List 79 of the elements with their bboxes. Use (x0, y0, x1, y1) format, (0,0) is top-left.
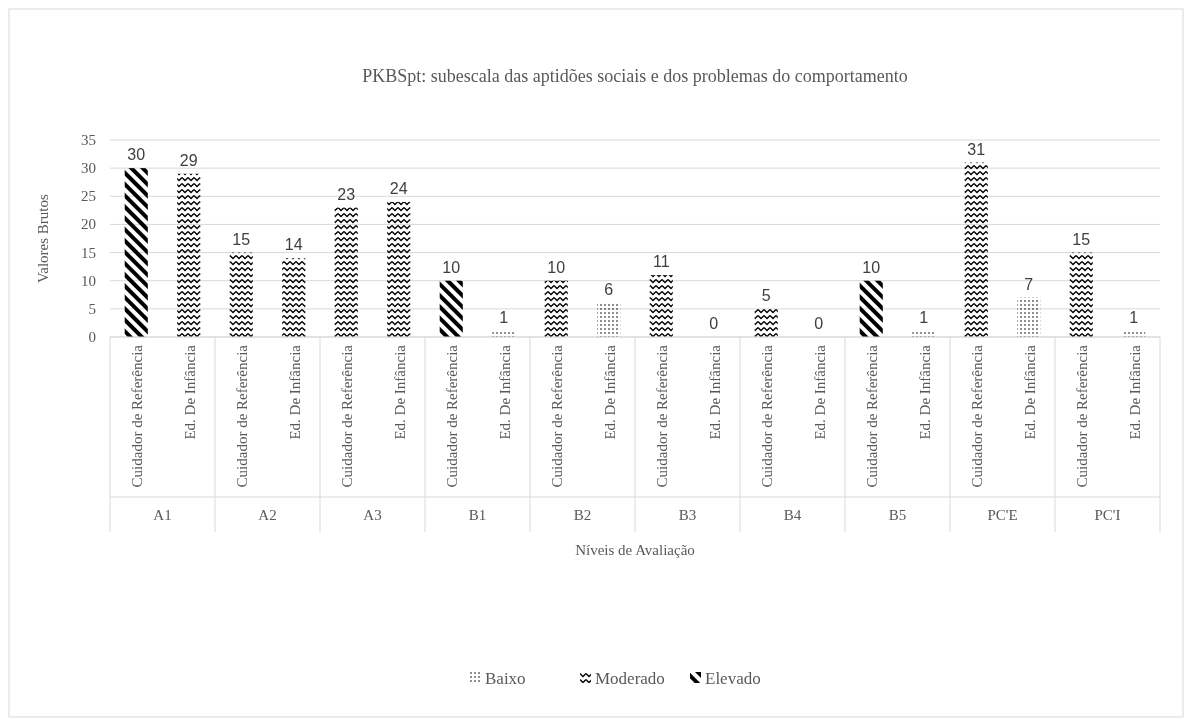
bar (964, 162, 988, 337)
x-tick-label: Cuidador de Referência (234, 344, 251, 488)
text: A2 (258, 507, 277, 523)
text: B1 (468, 507, 487, 523)
bar (282, 258, 306, 337)
bar (439, 280, 463, 337)
bar (177, 173, 201, 337)
y-tick-label: 20 (81, 216, 96, 233)
text: PC'E (987, 507, 1018, 523)
data-label: 11 (652, 253, 670, 271)
data-label: 10 (862, 258, 881, 276)
x-tick-label: Ed. De Infância (496, 344, 513, 440)
bar (1069, 252, 1093, 337)
x-tick-label: Cuidador de Referência (444, 344, 461, 488)
x-tick-label: Cuidador de Referência (1074, 344, 1091, 488)
data-label: 1 (499, 309, 509, 327)
data-label: 1 (1129, 309, 1139, 327)
bar (1017, 297, 1041, 337)
data-label: 0 (709, 315, 719, 332)
data-label: 10 (442, 258, 461, 276)
text: A1 (153, 507, 172, 523)
bar (387, 201, 411, 337)
data-label: 23 (337, 185, 356, 203)
y-tick-label: 35 (81, 132, 96, 148)
x-tick-label: Ed. De Infância (391, 344, 408, 440)
data-label: 30 (127, 146, 146, 164)
x-tick-label: Ed. De Infância (811, 344, 828, 440)
x-tick-label: Ed. De Infância (286, 344, 303, 440)
y-tick-label: 10 (81, 272, 96, 289)
bar (754, 308, 778, 337)
bar (649, 275, 673, 337)
x-tick-label: Ed. De Infância (181, 344, 198, 440)
bar (124, 168, 148, 337)
x-tick-label: Cuidador de Referência (339, 344, 356, 488)
data-label: 15 (232, 230, 251, 248)
x-tick-label: Ed. De Infância (601, 344, 618, 440)
x-tick-label: Cuidador de Referência (654, 344, 671, 488)
y-tick-label: 25 (81, 188, 96, 205)
data-label: 31 (967, 140, 986, 158)
data-label: 7 (1024, 275, 1034, 293)
x-tick-label: Cuidador de Referência (864, 344, 881, 488)
x-tick-label: Ed. De Infância (1126, 344, 1143, 440)
chart-title: PKBSpt: subescala das aptidões sociais e dos problemas do comportamento (362, 66, 908, 86)
bar (229, 252, 253, 337)
data-label: 24 (389, 179, 408, 197)
text: B3 (678, 507, 697, 523)
data-label: 10 (547, 258, 566, 276)
x-tick-label: Ed. De Infância (706, 344, 723, 440)
data-label: 1 (919, 309, 929, 327)
x-tick-label: Cuidador de Referência (969, 344, 986, 488)
text: A3 (363, 507, 382, 523)
text: B2 (573, 507, 592, 523)
data-label: 14 (284, 236, 303, 254)
bar (334, 207, 358, 337)
text: B4 (783, 507, 802, 523)
x-tick-label: Cuidador de Referência (549, 344, 566, 488)
bar (597, 303, 621, 337)
text: PC'I (1094, 507, 1121, 523)
x-tick-label: Cuidador de Referência (129, 344, 146, 488)
y-axis-title: Valores Brutos (35, 193, 51, 283)
data-label: 15 (1072, 230, 1091, 248)
legend-label: Elevado (705, 669, 761, 688)
bar (544, 280, 568, 337)
x-tick-label: Ed. De Infância (1021, 344, 1038, 440)
bar (859, 280, 883, 337)
y-tick-label: 5 (88, 300, 96, 317)
y-tick-label: 15 (81, 244, 96, 261)
text: B5 (888, 507, 907, 523)
legend-label: Baixo (485, 669, 526, 688)
y-tick-label: 0 (88, 329, 96, 345)
data-label: 0 (814, 315, 824, 332)
data-label: 5 (761, 286, 771, 304)
legend-label: Moderado (595, 669, 665, 688)
data-label: 6 (604, 281, 614, 299)
data-label: 29 (179, 151, 198, 169)
x-axis-title: Níveis de Avaliação (575, 542, 695, 558)
x-tick-label: Cuidador de Referência (759, 344, 776, 488)
y-tick-label: 30 (81, 160, 96, 177)
x-tick-label: Ed. De Infância (916, 344, 933, 440)
